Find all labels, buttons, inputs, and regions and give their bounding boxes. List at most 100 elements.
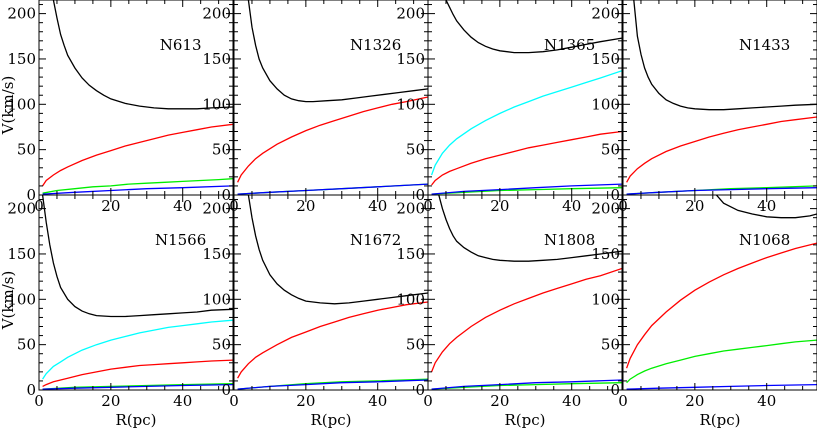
x-tick-label: 0 <box>618 392 628 410</box>
y-tick-label: 150 <box>396 50 425 68</box>
y-tick-label: 150 <box>202 245 231 263</box>
x-tick-label: 20 <box>490 392 509 410</box>
y-tick-label: 200 <box>591 200 620 218</box>
curve-1 <box>237 96 428 183</box>
y-tick-label: 200 <box>202 200 231 218</box>
y-tick-label: 50 <box>601 141 620 159</box>
y-tick-label: 100 <box>591 290 620 308</box>
x-tick-label: 40 <box>757 392 776 410</box>
panel-title: N613 <box>160 36 202 54</box>
curve-3 <box>431 187 622 195</box>
curves <box>42 0 233 195</box>
y-tick-label: 50 <box>406 336 425 354</box>
y-tick-label: 0 <box>610 381 620 399</box>
curve-1 <box>42 123 233 187</box>
x-tick-label: 0 <box>423 392 433 410</box>
y-tick-label: 200 <box>7 5 36 23</box>
x-tick-label: 20 <box>296 392 315 410</box>
x-tick-label: 20 <box>101 197 120 215</box>
y-tick-label: 0 <box>26 381 36 399</box>
panel-frame <box>622 194 817 391</box>
y-tick-label: 200 <box>591 5 620 23</box>
curve-3 <box>431 379 622 390</box>
y-tick-label: 50 <box>601 336 620 354</box>
curves <box>430 195 622 390</box>
curve-1 <box>430 70 622 176</box>
curve-2 <box>42 178 233 194</box>
y-tick-label: 100 <box>7 290 36 308</box>
curve-0 <box>247 195 428 305</box>
curve-3 <box>626 383 817 390</box>
x-tick-label: 40 <box>757 197 776 215</box>
x-axis-label-3: R(pc) <box>504 411 545 429</box>
y-tick-label: 50 <box>17 141 36 159</box>
curve-1 <box>42 319 233 380</box>
y-tick-label: 150 <box>7 50 36 68</box>
y-tick-label: 150 <box>396 245 425 263</box>
y-tick-label: 100 <box>396 290 425 308</box>
y-tick-label: 200 <box>7 200 36 218</box>
x-tick-label: 40 <box>173 392 192 410</box>
curve-1 <box>625 242 817 369</box>
panel-title: N1433 <box>739 36 790 54</box>
x-tick-label: 40 <box>368 392 387 410</box>
curve-0 <box>41 195 233 318</box>
x-axis-label-1: R(pc) <box>115 411 156 429</box>
y-tick-label: 100 <box>202 95 231 113</box>
x-tick-label: 20 <box>296 197 315 215</box>
panel-title: N1808 <box>544 231 595 249</box>
curve-2 <box>626 339 817 384</box>
curves <box>625 195 817 390</box>
y-tick-label: 150 <box>202 50 231 68</box>
x-tick-label: 40 <box>562 392 581 410</box>
panel-frame <box>38 194 234 391</box>
x-tick-label: 20 <box>101 392 120 410</box>
curve-1 <box>430 267 622 373</box>
curves <box>626 0 817 195</box>
y-tick-label: 100 <box>396 95 425 113</box>
x-tick-label: 40 <box>173 197 192 215</box>
curves <box>430 0 622 195</box>
curve-4 <box>431 183 622 195</box>
y-axis-label-bottom: V(km/s) <box>0 271 17 331</box>
curve-2 <box>42 359 233 387</box>
curve-0 <box>247 0 428 103</box>
x-tick-label: 0 <box>229 392 239 410</box>
y-tick-label: 50 <box>17 336 36 354</box>
y-tick-label: 50 <box>406 141 425 159</box>
x-tick-label: 40 <box>562 197 581 215</box>
x-axis-label-2: R(pc) <box>310 411 351 429</box>
x-tick-label: 20 <box>685 392 704 410</box>
curve-0 <box>633 0 817 111</box>
curve-0 <box>715 195 817 219</box>
curve-0 <box>445 0 622 54</box>
curves <box>237 195 428 390</box>
y-tick-label: 150 <box>591 245 620 263</box>
y-tick-label: 200 <box>202 5 231 23</box>
y-tick-label: 100 <box>7 95 36 113</box>
y-tick-label: 50 <box>212 141 231 159</box>
curve-2 <box>431 382 622 390</box>
curve-3 <box>237 379 428 390</box>
panel-title: N1068 <box>739 231 790 249</box>
y-tick-label: 0 <box>415 381 425 399</box>
y-tick-label: 100 <box>591 95 620 113</box>
x-tick-label: 20 <box>685 197 704 215</box>
panel-title: N1566 <box>155 231 206 249</box>
x-tick-label: 20 <box>490 197 509 215</box>
panel-frame <box>622 0 817 196</box>
curve-3 <box>626 187 817 195</box>
curve-1 <box>626 116 817 183</box>
x-axis-label-4: R(pc) <box>699 411 740 429</box>
y-tick-label: 200 <box>396 200 425 218</box>
y-axis-label-top: V(km/s) <box>0 76 17 136</box>
y-tick-label: 50 <box>212 336 231 354</box>
y-tick-label: 0 <box>26 186 36 204</box>
y-tick-label: 100 <box>202 290 231 308</box>
